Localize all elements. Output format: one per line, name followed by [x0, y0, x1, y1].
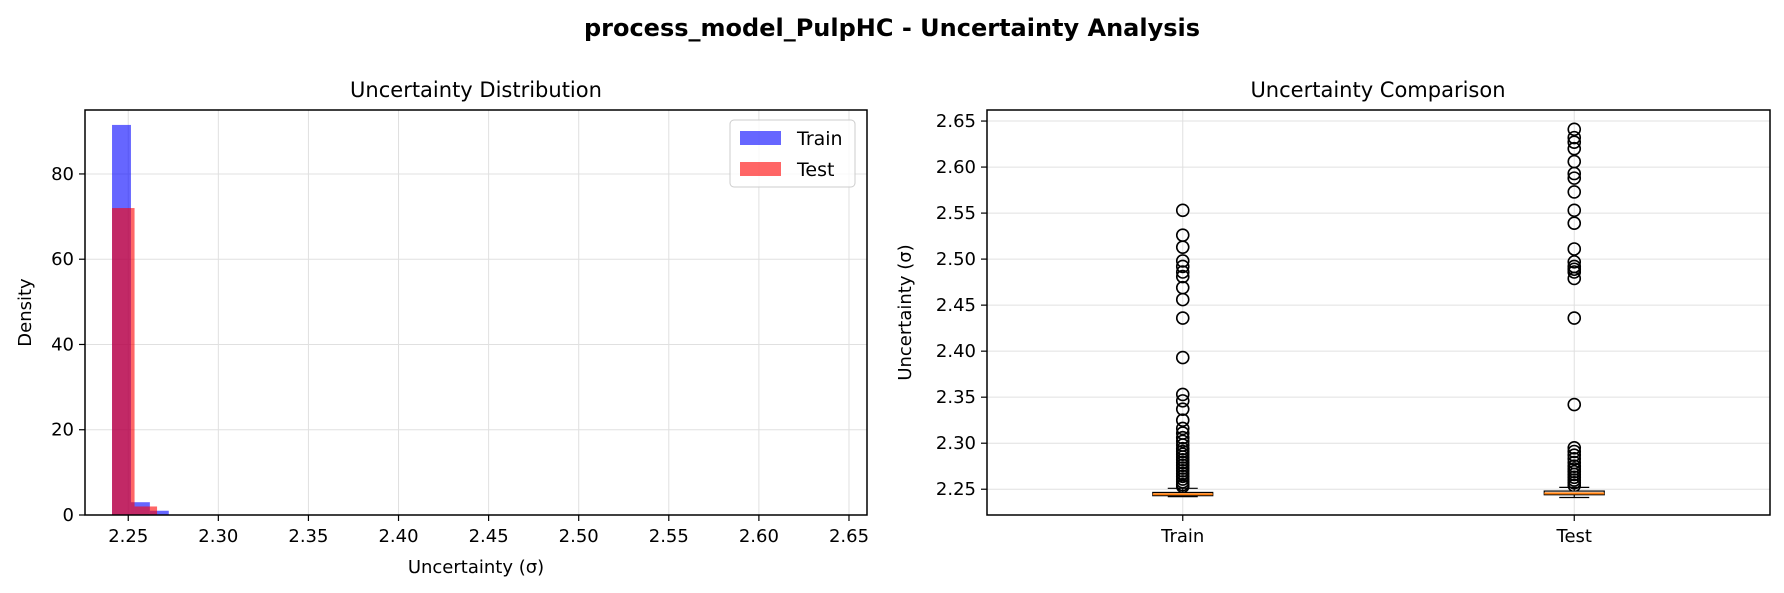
- boxplot-y-ticks: 2.25 2.30 2.35 2.40 2.45 2.50 2.55 2.60 2.65: [936, 111, 987, 500]
- x-tick-label: 2.60: [739, 526, 779, 547]
- y-tick-label: 2.50: [936, 249, 976, 270]
- outlier-point-test: [1567, 122, 1582, 137]
- histogram-bar-test: [134, 506, 158, 515]
- outlier-point-train: [1175, 387, 1190, 402]
- outlier-point-test: [1567, 441, 1582, 455]
- x-tick-label: 2.65: [829, 526, 869, 547]
- outlier-point-train: [1175, 311, 1190, 325]
- outlier-point-test: [1567, 448, 1582, 462]
- x-tick-label: 2.55: [649, 526, 689, 547]
- x-tick-label: 2.35: [288, 526, 328, 547]
- x-tick-label: Test: [1556, 526, 1592, 547]
- y-tick-label: 2.40: [936, 341, 976, 362]
- outlier-point-test: [1567, 397, 1582, 412]
- outlier-point-test: [1567, 141, 1582, 156]
- y-tick-label: 80: [51, 164, 74, 185]
- boxplot-axes-frame: [986, 109, 1771, 516]
- boxplot-y-axis-label: Uncertainty (σ): [895, 244, 916, 380]
- histogram-panel: Uncertainty Distribution 2.25 2.30 2.35 2.4…: [15, 78, 869, 578]
- y-tick-label: 2.60: [936, 157, 976, 178]
- y-tick-label: 0: [63, 505, 74, 526]
- outlier-point-train: [1175, 394, 1190, 408]
- legend-swatch-test: [740, 162, 781, 176]
- histogram-title: Uncertainty Distribution: [350, 78, 602, 102]
- outlier-point-test: [1567, 255, 1582, 269]
- histogram-bar-train: [149, 510, 169, 515]
- histogram-bars: [112, 124, 169, 516]
- outlier-point-train: [1175, 240, 1190, 254]
- y-tick-label: 60: [51, 249, 74, 270]
- histogram-y-axis-label: Density: [15, 278, 36, 347]
- outlier-point-train: [1175, 350, 1190, 365]
- histogram-axes-frame: [84, 109, 868, 516]
- x-tick-label: 2.50: [559, 526, 599, 547]
- x-tick-label: Train: [1160, 526, 1204, 547]
- outlier-point-train: [1175, 269, 1190, 284]
- histogram-y-ticks: 0 20 40 60 80: [51, 164, 85, 526]
- outlier-point-train: [1175, 430, 1190, 445]
- figure-title: process_model_PulpHC - Uncertainty Analy…: [584, 14, 1200, 42]
- x-tick-label: 2.25: [108, 526, 148, 547]
- histogram-x-axis-label: Uncertainty (σ): [408, 557, 544, 578]
- y-tick-label: 2.35: [936, 387, 976, 408]
- boxplot-marks: [1152, 122, 1605, 499]
- legend-swatch-train: [740, 131, 781, 145]
- boxplot-title: Uncertainty Comparison: [1250, 78, 1505, 102]
- outlier-point-train: [1175, 421, 1190, 436]
- outlier-point-test: [1567, 171, 1582, 185]
- x-tick-label: 2.45: [469, 526, 509, 547]
- outlier-point-test: [1567, 265, 1582, 279]
- y-tick-label: 2.45: [936, 295, 976, 316]
- y-tick-label: 2.30: [936, 433, 976, 454]
- outlier-point-train: [1175, 413, 1190, 427]
- boxplot-panel: Uncertainty Comparison Train Test 2.25 2.3…: [895, 78, 1771, 547]
- outlier-point-train: [1175, 292, 1190, 307]
- outlier-point-test: [1567, 130, 1582, 145]
- y-tick-label: 2.55: [936, 203, 976, 224]
- outlier-point-train: [1175, 259, 1190, 274]
- legend-label-train: Train: [796, 128, 843, 150]
- y-tick-label: 40: [51, 334, 74, 355]
- boxplot-grid: [987, 110, 1770, 515]
- y-tick-label: 2.65: [936, 111, 976, 132]
- outlier-point-test: [1567, 452, 1582, 466]
- outlier-point-test: [1567, 242, 1582, 256]
- outlier-point-train: [1175, 265, 1190, 279]
- boxplot-x-ticks: Train Test: [1160, 515, 1592, 547]
- histogram-bar-test: [112, 208, 135, 516]
- y-tick-label: 2.25: [936, 479, 976, 500]
- legend-label-test: Test: [796, 159, 834, 181]
- outlier-point-train: [1175, 254, 1190, 268]
- outlier-point-train: [1175, 203, 1190, 218]
- outlier-point-test: [1567, 311, 1582, 325]
- histogram-legend: Train Test: [729, 119, 856, 188]
- outlier-point-train: [1175, 434, 1190, 449]
- outlier-point-test: [1567, 185, 1582, 199]
- outlier-point-train: [1175, 402, 1190, 416]
- outlier-point-test: [1567, 166, 1582, 181]
- y-tick-label: 20: [51, 420, 74, 441]
- outlier-point-test: [1567, 271, 1582, 286]
- x-tick-label: 2.40: [378, 526, 418, 547]
- outlier-point-test: [1567, 444, 1582, 459]
- outlier-point-test: [1567, 216, 1582, 231]
- x-tick-label: 2.30: [198, 526, 238, 547]
- histogram-x-ticks: 2.25 2.30 2.35 2.40 2.45 2.50 2.55 2.60 2.65: [108, 515, 869, 547]
- outlier-point-test: [1567, 203, 1582, 218]
- outlier-point-test: [1567, 135, 1582, 150]
